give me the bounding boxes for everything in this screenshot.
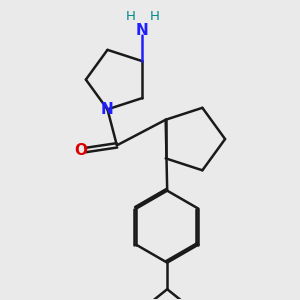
Text: O: O — [74, 142, 87, 158]
Text: H: H — [126, 10, 136, 23]
Text: N: N — [136, 23, 149, 38]
Text: N: N — [101, 102, 114, 117]
Text: H: H — [149, 10, 159, 23]
